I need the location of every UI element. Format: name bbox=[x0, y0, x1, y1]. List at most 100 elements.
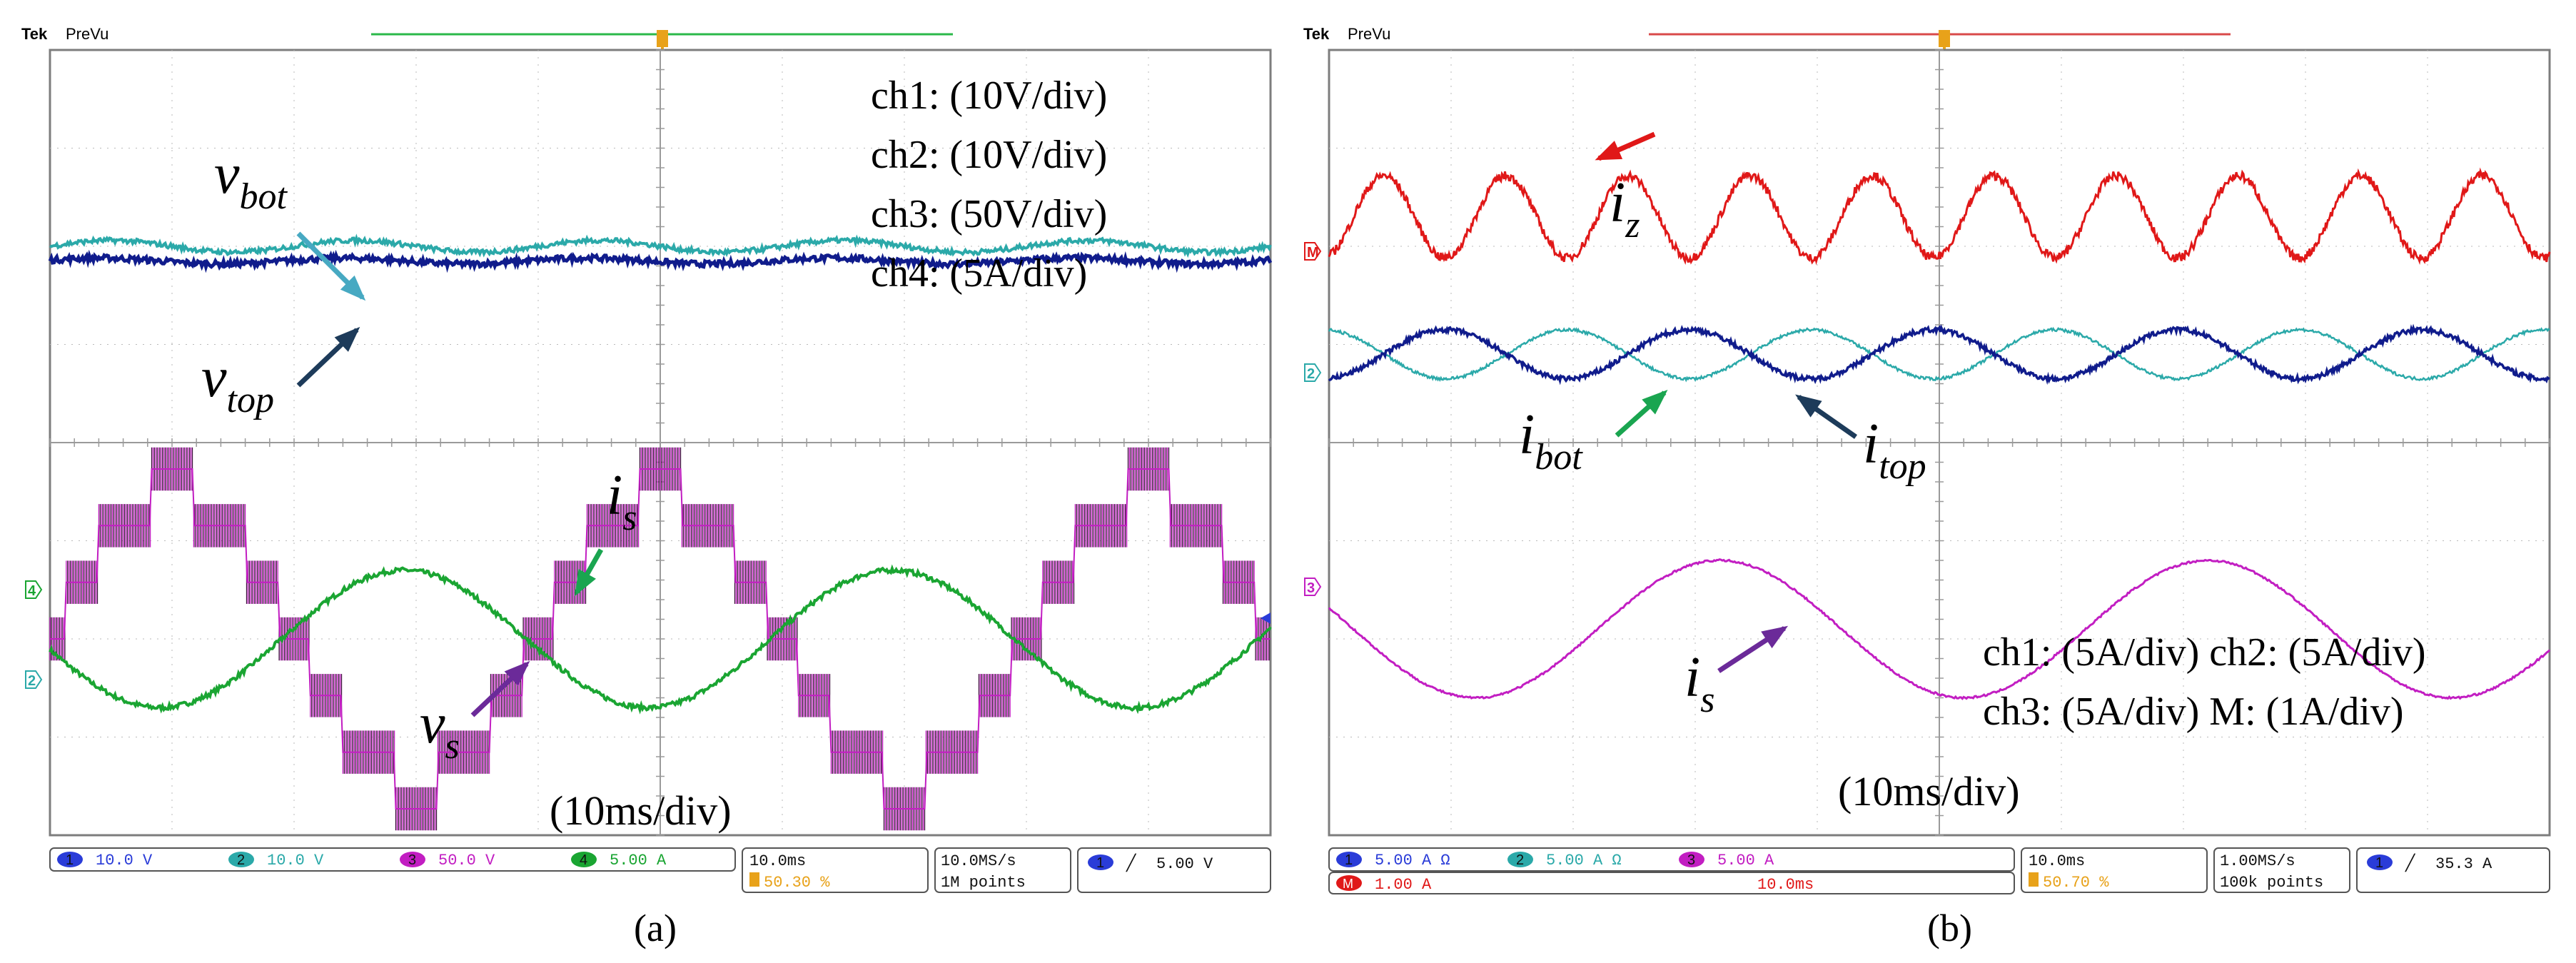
panel-b: Tek PreVu M 2 3 iz ibot itop is ch1: (5A/d… bbox=[1303, 25, 2551, 949]
channel-3-badge-b bbox=[1679, 852, 1704, 867]
channel-marker-3: 3 bbox=[1304, 578, 1322, 596]
channel-marker-4: 4 bbox=[25, 580, 43, 599]
channel-2-num-b: 2 bbox=[1516, 852, 1524, 868]
legend-a-line-4: ch4: (5A/div) bbox=[871, 251, 1087, 296]
channel-2-value-a: 10.0 V bbox=[267, 852, 324, 869]
legend-b-line-2: ch3: (5A/div) M: (1A/div) bbox=[1983, 690, 2403, 734]
trace-i-s-a bbox=[49, 564, 1272, 715]
channel-2-num-a: 2 bbox=[237, 852, 245, 868]
channel-marker-2b: 2 bbox=[1304, 363, 1322, 382]
sample-box-b bbox=[2213, 847, 2350, 893]
label-i-s-a: is bbox=[607, 464, 637, 538]
channel-box-a bbox=[49, 847, 736, 872]
arrow-i-s-b bbox=[1717, 625, 1789, 673]
channel-1-num-b: 1 bbox=[1345, 852, 1353, 868]
trigger-level-b: 35.3 A bbox=[2435, 855, 2492, 873]
arrow-v-bot bbox=[296, 231, 366, 301]
trigger-level-a: 5.00 V bbox=[1156, 855, 1213, 873]
scope-mode-b: PreVu bbox=[1348, 25, 1390, 43]
channel-marker-m-label: M bbox=[1307, 245, 1319, 261]
channel-2-badge-b bbox=[1507, 852, 1533, 867]
channel-marker-2b-shape bbox=[1304, 363, 1322, 382]
channel-1-value-b: 5.00 A Ω bbox=[1375, 852, 1450, 869]
timebase-label-a: (10ms/div) bbox=[550, 787, 732, 834]
label-i-top: itop bbox=[1863, 413, 1926, 487]
channel-4-badge-a bbox=[571, 852, 597, 867]
scope-brand-a: Tek bbox=[21, 25, 48, 43]
timebase-label-b: (10ms/div) bbox=[1838, 768, 2020, 815]
scope-brand-b: Tek bbox=[1303, 25, 1330, 43]
legend-a-line-3: ch3: (50V/div) bbox=[871, 192, 1107, 236]
legend-b-line-1: ch1: (5A/div) ch2: (5A/div) bbox=[1983, 630, 2426, 675]
arrow-i-top-head bbox=[1795, 394, 1822, 418]
channel-4-num-a: 4 bbox=[580, 852, 587, 868]
math-badge-b bbox=[1336, 875, 1362, 891]
arrow-i-z-head bbox=[1595, 141, 1623, 161]
label-i-z: iz bbox=[1610, 171, 1640, 246]
status-group-b: 1 5.00 A Ω 2 5.00 A Ω 3 5.00 A M 1.00 A 10.0ms 10… bbox=[1328, 847, 2550, 894]
time-box-b bbox=[2021, 847, 2208, 893]
label-i-bot: ibot bbox=[1519, 403, 1583, 478]
time-box-a bbox=[742, 847, 929, 893]
label-v-top: vtop bbox=[201, 346, 274, 420]
trigger-pos-icon-b bbox=[2029, 872, 2039, 887]
channel-3-value-b: 5.00 A bbox=[1717, 852, 1774, 869]
arrow-v-bot-head bbox=[340, 275, 366, 301]
trace-i-s-b bbox=[1328, 558, 2551, 700]
arrow-v-s-head bbox=[504, 660, 530, 686]
arrow-i-s-a bbox=[574, 548, 604, 597]
sample-box-a bbox=[934, 847, 1071, 893]
arrow-i-top bbox=[1795, 394, 1858, 439]
channel-marker-m-shape bbox=[1304, 242, 1322, 261]
graticule-b bbox=[1328, 49, 2551, 837]
arrow-v-top-head bbox=[334, 326, 360, 352]
math-time-b: 10.0ms bbox=[1757, 876, 1814, 894]
channel-marker-m: M bbox=[1304, 242, 1322, 261]
status-bar-a: 1 10.0 V 2 10.0 V 3 50.0 V 4 5.00 A 10.0ms 50.30 … bbox=[49, 847, 1271, 893]
math-value-b: 1.00 A bbox=[1375, 876, 1432, 894]
math-box-b bbox=[1328, 872, 2015, 894]
traces-a bbox=[48, 233, 1273, 831]
caption-a: (a) bbox=[634, 907, 677, 949]
channel-3-badge-a bbox=[400, 852, 425, 867]
channel-1-num-a: 1 bbox=[66, 852, 74, 868]
channel-3-value-a: 50.0 V bbox=[438, 852, 495, 869]
arrow-i-bot bbox=[1615, 389, 1668, 438]
legend-a-line-1: ch1: (10V/div) bbox=[871, 74, 1107, 118]
channel-1-badge-a bbox=[57, 852, 83, 867]
trigger-pos-icon-a bbox=[749, 872, 759, 887]
channel-marker-4-label: 4 bbox=[28, 583, 36, 599]
arrow-i-s-a-head bbox=[575, 568, 596, 597]
channel-marker-4-shape bbox=[25, 580, 43, 599]
status-bar-b: 1 5.00 A Ω 2 5.00 A Ω 3 5.00 A M 1.00 A 10.0ms 10… bbox=[1328, 847, 2550, 894]
panel-a: Tek PreVu 42 vbot vtop is vs ch1: (10V/d… bbox=[21, 25, 1273, 949]
channel-marker-2b-label: 2 bbox=[1307, 366, 1315, 382]
trigger-ch-b: 1 bbox=[2375, 855, 2383, 871]
trigger-ch-badge-b bbox=[2367, 854, 2393, 870]
trigger-ch-a: 1 bbox=[1096, 855, 1104, 871]
channel-2-value-b: 5.00 A Ω bbox=[1546, 852, 1622, 869]
time-per-div-b: 10.0ms bbox=[2029, 852, 2085, 870]
channel-1-value-a: 10.0 V bbox=[96, 852, 153, 869]
channel-1-badge-b bbox=[1336, 852, 1362, 867]
legend-b: ch1: (5A/div) ch2: (5A/div) ch3: (5A/div… bbox=[1983, 630, 2426, 734]
channel-4-value-a: 5.00 A bbox=[610, 852, 667, 869]
points-a: 1M points bbox=[941, 874, 1026, 892]
legend-a-line-2: ch2: (10V/div) bbox=[871, 133, 1107, 177]
label-v-s: vs bbox=[420, 692, 460, 767]
math-num-b: M bbox=[1343, 877, 1353, 891]
annotations-a: vbot vtop is vs ch1: (10V/div) ch2: (10V… bbox=[201, 74, 1107, 834]
channel-marker-3-label: 3 bbox=[1307, 580, 1315, 596]
arrow-v-top bbox=[296, 326, 360, 388]
label-v-bot: vbot bbox=[214, 143, 288, 217]
channel-marker-2-shape bbox=[25, 670, 43, 689]
legend-a: ch1: (10V/div) ch2: (10V/div) ch3: (50V/… bbox=[871, 74, 1107, 296]
trace-i-z bbox=[1328, 167, 2551, 266]
trigger-slope-a: ╱ bbox=[1126, 853, 1137, 872]
caption-b: (b) bbox=[1927, 907, 1972, 949]
traces-b bbox=[1328, 167, 2551, 700]
channel-marker-2-label: 2 bbox=[28, 673, 36, 689]
points-b: 100k points bbox=[2220, 874, 2323, 892]
trace-i-bot bbox=[1328, 326, 2550, 383]
